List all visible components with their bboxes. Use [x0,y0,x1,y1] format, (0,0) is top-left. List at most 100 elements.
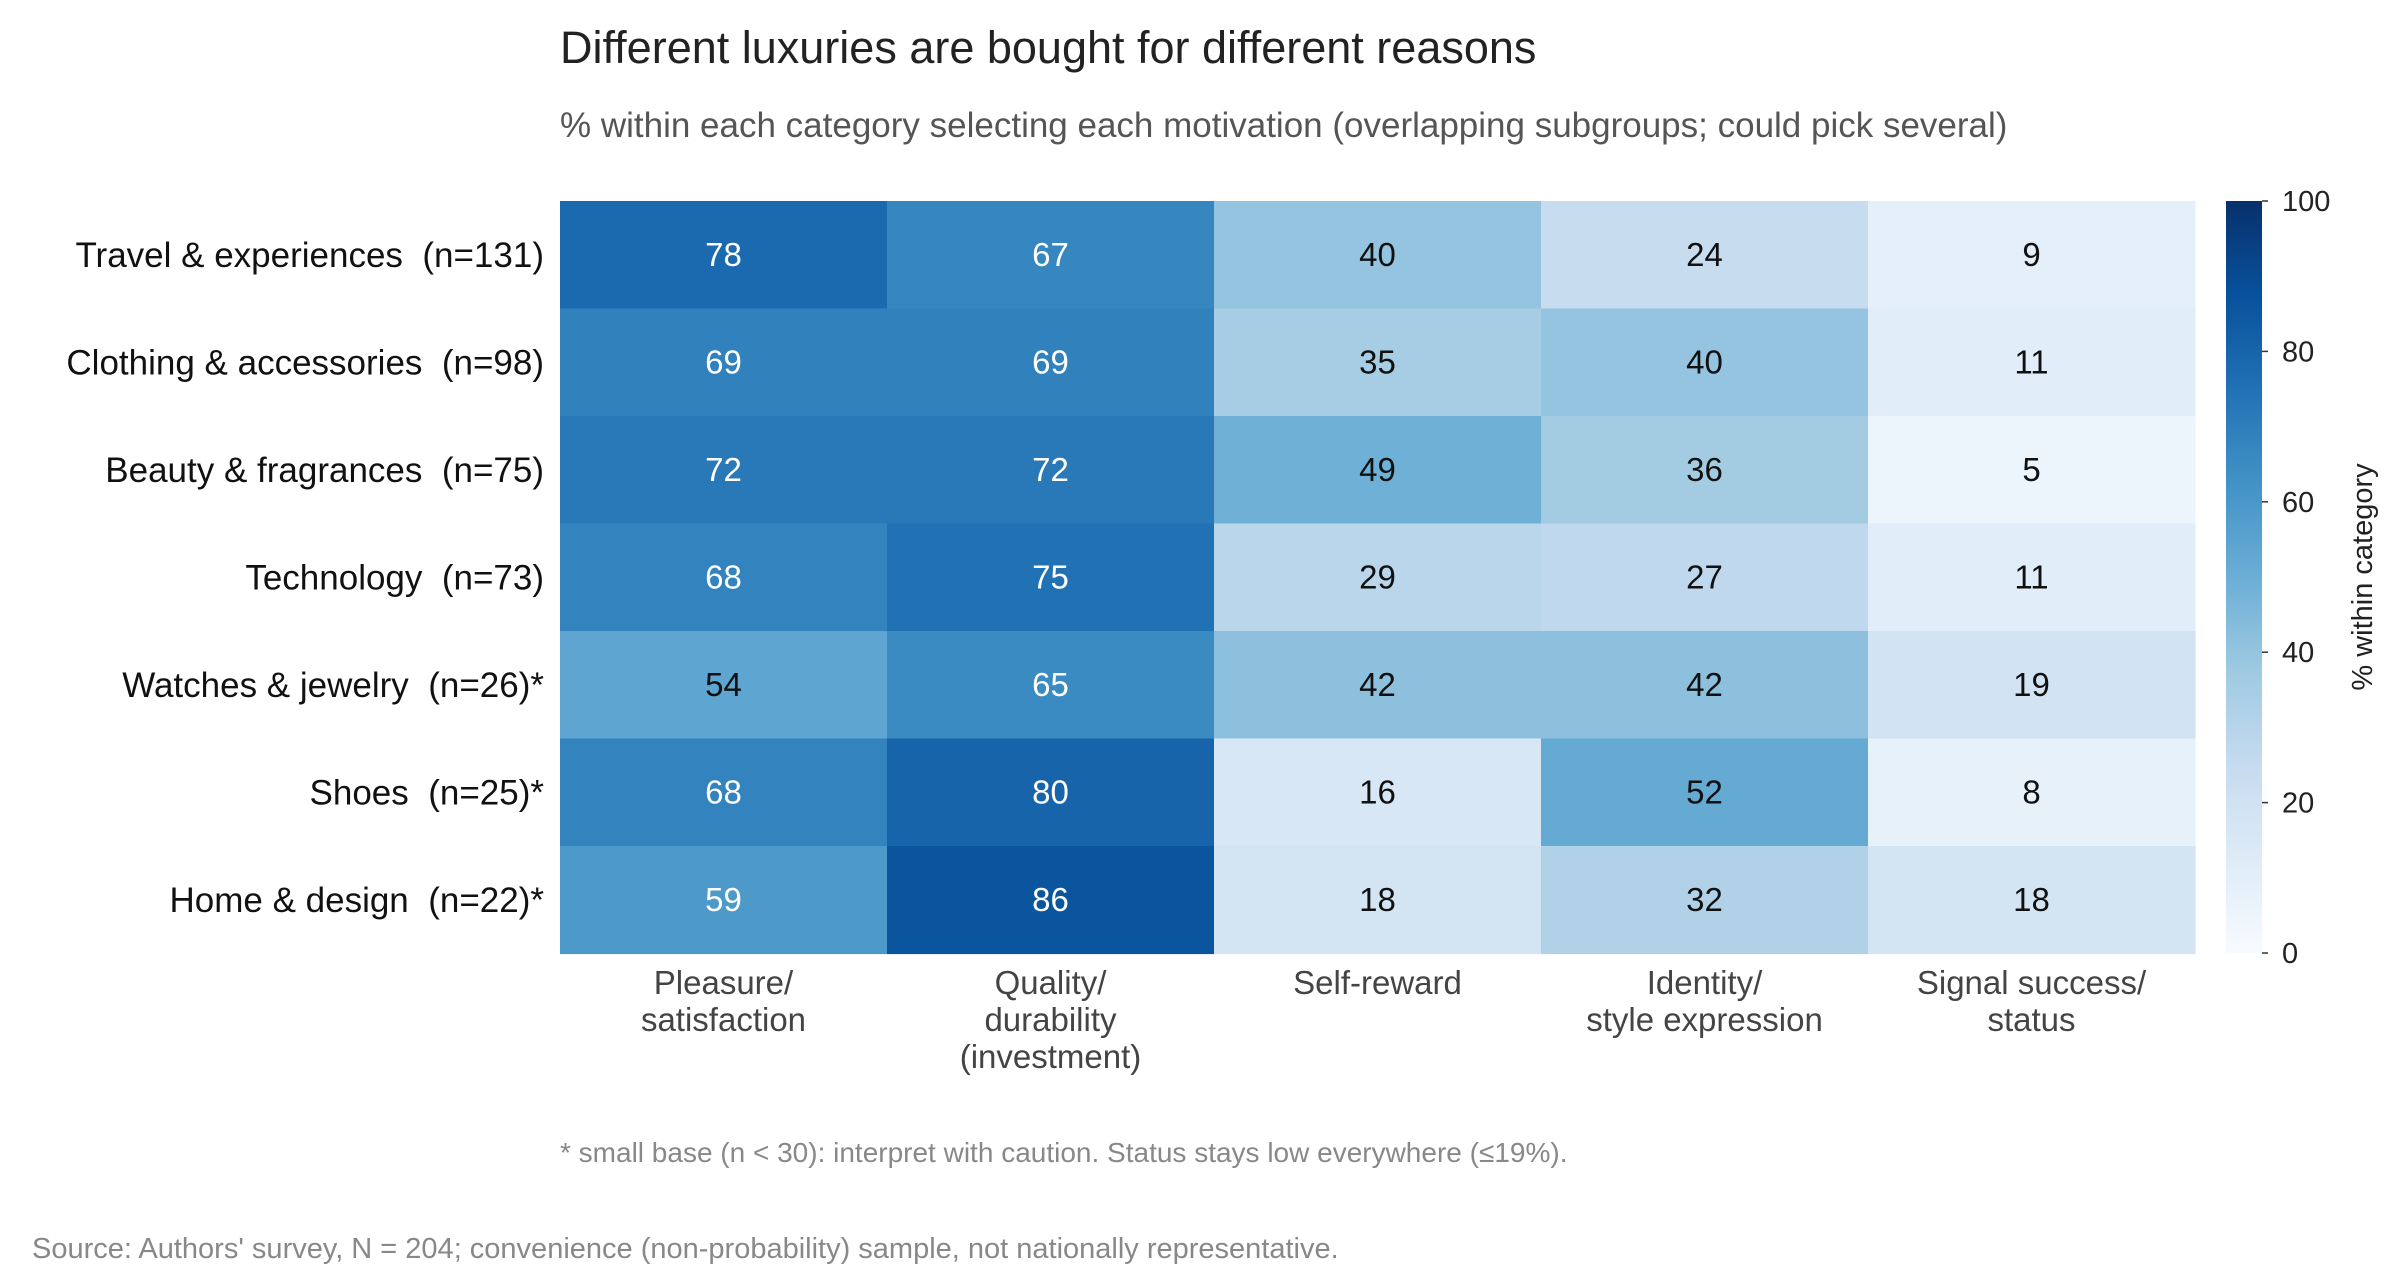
chart-subtitle: % within each category selecting each mo… [560,106,2007,145]
row-label: Home & design (n=22)* [169,881,544,920]
cell-value-label: 40 [1359,236,1396,273]
colorbar-tick-label: 80 [2282,336,2314,368]
cell-value-label: 29 [1359,558,1396,595]
heatmap-cell [1214,631,1542,740]
cell-value-label: 72 [705,451,742,488]
cell-value-label: 19 [2013,666,2050,703]
heatmap-cell [560,738,888,847]
cell-value-label: 24 [1686,236,1723,273]
cell-value-label: 27 [1686,558,1723,595]
cell-value-label: 68 [705,558,742,595]
cell-value-label: 67 [1032,236,1069,273]
heatmap-cell [887,201,1215,310]
heatmap-cell [1541,631,1869,740]
source-note: Source: Authors' survey, N = 204; conven… [32,1233,1339,1265]
heatmap-cell [1868,201,2196,310]
heatmap-cell [887,416,1215,525]
cell-value-label: 35 [1359,343,1396,380]
heatmap-cell [887,738,1215,847]
cell-value-label: 52 [1686,773,1723,810]
colorbar [2226,201,2262,953]
cell-value-label: 75 [1032,558,1069,595]
cell-value-label: 54 [705,666,742,703]
column-labels: Pleasure/satisfaction Quality/durability(… [641,964,2147,1075]
footnote: * small base (n < 30): interpret with ca… [560,1137,1567,1168]
column-label: Signal success/ [1917,964,2147,1001]
colorbar-tick-label: 0 [2282,938,2298,970]
column-label: durability [984,1001,1117,1038]
column-label: style expression [1586,1001,1823,1038]
heatmap-cell [887,631,1215,740]
cell-value-label: 11 [2014,558,2048,595]
colorbar-tick-label: 60 [2282,487,2314,519]
column-label: Identity/ [1647,964,1763,1001]
heatmap-cell [560,631,888,740]
heatmap-cell [887,308,1215,417]
row-label: Travel & experiences (n=131) [75,236,544,275]
cell-value-label: 42 [1686,666,1723,703]
column-label: Self-reward [1293,964,1462,1001]
cell-value-label: 16 [1359,773,1396,810]
column-label: Pleasure/ [654,964,794,1001]
row-label: Technology (n=73) [245,558,544,597]
colorbar-tick-label: 20 [2282,788,2314,820]
cell-value-label: 49 [1359,451,1396,488]
cell-value-label: 69 [705,343,742,380]
heatmap-cell [1868,523,2196,632]
column-label: Quality/ [995,964,1108,1001]
column-label: status [1987,1001,2075,1038]
row-label: Watches & jewelry (n=26)* [122,666,544,705]
heatmap-cell [1868,738,2196,847]
heatmap-cell [887,523,1215,632]
heatmap-cell [560,846,888,955]
cell-value-label: 78 [705,236,742,273]
heatmap-cell [1541,416,1869,525]
colorbar-tick-label: 100 [2282,186,2330,218]
cell-value-label: 68 [705,773,742,810]
cell-value-label: 8 [2022,773,2040,810]
cell-value-label: 72 [1032,451,1069,488]
row-labels: Travel & experiences (n=131) Clothing & a… [66,236,544,920]
cell-value-label: 42 [1359,666,1396,703]
heatmap-cell [560,201,888,310]
heatmap-cell [1541,846,1869,955]
row-label: Beauty & fragrances (n=75) [105,451,544,490]
cell-value-label: 9 [2022,236,2040,273]
heatmap-cell [1214,523,1542,632]
heatmap-cell [1214,416,1542,525]
heatmap-cell [1868,416,2196,525]
heatmap-cell [1541,201,1869,310]
cell-value-label: 11 [2014,343,2048,380]
heatmap-cell [1541,308,1869,417]
heatmap-cell [1868,846,2196,955]
cell-value-label: 86 [1032,881,1069,918]
cell-value-label: 36 [1686,451,1723,488]
heatmap-cells: 78 67 40 24 9 69 69 35 40 11 72 72 49 36 5 68 75 29 27 11 54… [560,201,2196,955]
heatmap-cell [1541,738,1869,847]
heatmap-cell [1214,308,1542,417]
heatmap-cell [1868,631,2196,740]
cell-value-label: 18 [1359,881,1396,918]
row-label: Clothing & accessories (n=98) [66,343,544,382]
heatmap-cell [1214,738,1542,847]
cell-value-label: 59 [705,881,742,918]
cell-value-label: 80 [1032,773,1069,810]
heatmap-cell [887,846,1215,955]
colorbar-label: % within category [2347,463,2379,691]
column-label: (investment) [960,1038,1142,1075]
cell-value-label: 65 [1032,666,1069,703]
row-label: Shoes (n=25)* [310,773,545,812]
heatmap-cell [560,416,888,525]
column-label: satisfaction [641,1001,806,1038]
cell-value-label: 69 [1032,343,1069,380]
cell-value-label: 18 [2013,881,2050,918]
colorbar-tick-label: 40 [2282,637,2314,669]
cell-value-label: 32 [1686,881,1723,918]
heatmap-cell [560,523,888,632]
cell-value-label: 5 [2022,451,2040,488]
heatmap-cell [560,308,888,417]
cell-value-label: 40 [1686,343,1723,380]
heatmap-cell [1541,523,1869,632]
heatmap-cell [1214,201,1542,310]
